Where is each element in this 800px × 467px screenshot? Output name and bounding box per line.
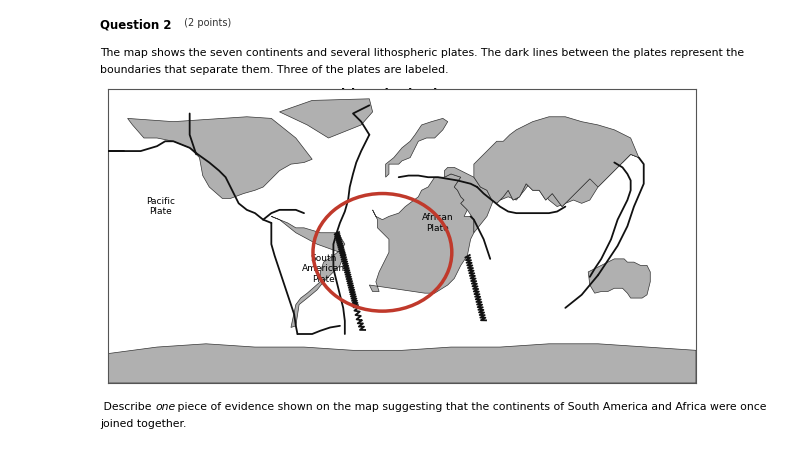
Text: piece of evidence shown on the map suggesting that the continents of South Ameri: piece of evidence shown on the map sugge…: [174, 402, 766, 412]
Polygon shape: [386, 119, 448, 177]
Polygon shape: [279, 99, 373, 138]
Polygon shape: [108, 344, 696, 383]
Polygon shape: [370, 174, 474, 293]
Polygon shape: [271, 216, 345, 327]
Text: South
American
Plate: South American Plate: [302, 254, 345, 283]
Text: Lithospheric Plates: Lithospheric Plates: [333, 88, 467, 101]
Text: African
Plate: African Plate: [422, 213, 454, 233]
Text: boundaries that separate them. Three of the plates are labeled.: boundaries that separate them. Three of …: [100, 65, 449, 75]
Text: The map shows the seven continents and several lithospheric plates. The dark lin: The map shows the seven continents and s…: [100, 48, 744, 58]
Text: joined together.: joined together.: [100, 419, 186, 429]
Polygon shape: [474, 117, 639, 206]
Polygon shape: [128, 117, 312, 198]
Text: Question 2: Question 2: [100, 18, 171, 31]
Polygon shape: [588, 259, 650, 298]
Text: Describe: Describe: [100, 402, 155, 412]
Polygon shape: [445, 154, 639, 233]
Text: one: one: [155, 402, 175, 412]
Text: Pacific
Plate: Pacific Plate: [146, 197, 174, 216]
Text: (2 points): (2 points): [181, 18, 231, 28]
